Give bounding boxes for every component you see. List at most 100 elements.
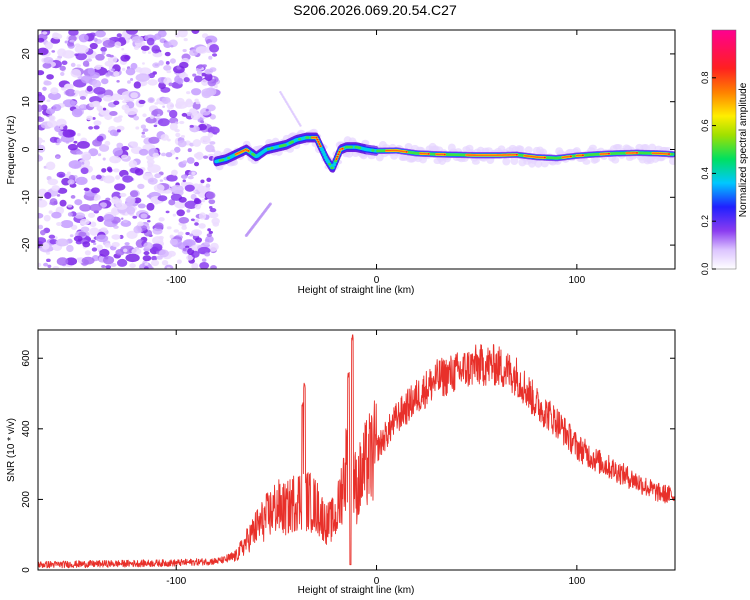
noise-blob xyxy=(81,161,85,165)
noise-blob xyxy=(110,262,117,267)
spectrogram-ridge-layer xyxy=(212,90,675,238)
ridge-core-red xyxy=(607,152,611,155)
noise-blob xyxy=(137,183,145,189)
noise-blob xyxy=(73,90,81,94)
noise-blob xyxy=(74,43,81,47)
noise-blob xyxy=(131,35,144,44)
noise-blob xyxy=(167,138,171,142)
noise-blob xyxy=(169,238,178,246)
noise-blob xyxy=(212,222,220,227)
noise-blob xyxy=(134,168,144,176)
noise-blob xyxy=(197,64,203,70)
noise-blob xyxy=(151,243,163,252)
noise-blob xyxy=(143,251,150,256)
noise-blob xyxy=(111,234,121,240)
ridge-core-red xyxy=(515,153,518,156)
noise-blob xyxy=(206,233,212,238)
noise-blob xyxy=(42,62,52,69)
noise-blob xyxy=(186,111,193,117)
noise-blob xyxy=(130,78,134,81)
noise-blob xyxy=(95,53,105,61)
noise-blob xyxy=(200,179,205,184)
noise-blob xyxy=(131,248,142,255)
noise-blob xyxy=(67,212,73,217)
noise-blob xyxy=(43,262,49,267)
noise-blob xyxy=(169,109,178,119)
ridge-core-green xyxy=(328,162,332,166)
noise-blob xyxy=(168,82,173,87)
noise-blob xyxy=(92,79,102,89)
noise-blob xyxy=(101,265,106,268)
noise-blob xyxy=(148,136,160,144)
noise-blob xyxy=(189,49,199,57)
colorbar-ticks: 0.0 0.2 0.4 0.6 0.8 xyxy=(700,72,716,275)
noise-blob xyxy=(122,100,127,104)
noise-blob xyxy=(205,191,216,200)
noise-blob xyxy=(133,81,142,89)
noise-blob xyxy=(189,108,197,113)
noise-blob xyxy=(176,209,185,217)
noise-blob xyxy=(112,168,120,173)
noise-blob xyxy=(169,234,174,239)
noise-blob xyxy=(92,100,101,107)
ridge-core-green xyxy=(218,159,222,162)
noise-blob xyxy=(101,78,109,85)
noise-blob xyxy=(76,64,81,67)
noise-blob xyxy=(184,184,195,192)
noise-blob xyxy=(88,212,95,218)
noise-blob xyxy=(114,41,122,48)
noise-blob xyxy=(185,232,190,236)
ridge-core-green xyxy=(290,140,294,144)
noise-blob xyxy=(88,126,94,130)
noise-blob xyxy=(102,94,114,102)
x-tick-label: 0 xyxy=(374,576,380,587)
noise-blob xyxy=(193,75,203,83)
noise-blob xyxy=(46,119,58,128)
ridge-core-green xyxy=(306,136,310,139)
noise-blob xyxy=(129,190,139,198)
ridge-core-green xyxy=(283,143,287,147)
noise-blob xyxy=(38,47,49,56)
noise-blob xyxy=(146,202,155,211)
noise-blob xyxy=(180,174,188,179)
ridge-core-red xyxy=(319,145,322,148)
noise-blob xyxy=(42,86,47,91)
noise-blob xyxy=(133,197,142,204)
noise-blob xyxy=(84,250,91,256)
noise-blob xyxy=(116,80,120,83)
ridge-halo xyxy=(502,157,511,166)
noise-blob xyxy=(208,230,213,234)
noise-blob xyxy=(213,84,218,89)
noise-blob xyxy=(45,108,56,115)
noise-blob xyxy=(90,239,96,243)
noise-blob xyxy=(113,116,123,123)
x-tick-label: -100 xyxy=(166,275,186,286)
noise-blob xyxy=(161,260,169,266)
ridge-inner xyxy=(332,163,337,167)
noise-blob xyxy=(141,131,146,135)
noise-blob xyxy=(182,247,187,252)
ridge-core-red xyxy=(318,143,321,145)
ridge-halo xyxy=(484,147,493,153)
noise-blob xyxy=(201,258,207,262)
noise-blob xyxy=(196,69,203,75)
noise-blob xyxy=(90,175,97,181)
noise-blob xyxy=(177,231,184,236)
ridge-core-red xyxy=(635,151,639,154)
noise-blob xyxy=(70,224,78,230)
noise-blob xyxy=(162,105,165,108)
noise-blob xyxy=(82,60,90,67)
noise-blob xyxy=(56,171,66,178)
noise-blob xyxy=(166,266,171,269)
noise-blob xyxy=(60,219,74,229)
noise-blob xyxy=(208,212,219,219)
ridge-core-red xyxy=(581,154,585,157)
noise-blob xyxy=(177,30,188,38)
noise-blob xyxy=(191,30,200,34)
noise-blob xyxy=(97,153,102,157)
noise-blob xyxy=(61,177,71,186)
noise-blob xyxy=(64,40,69,44)
noise-blob xyxy=(142,113,147,118)
snr-y-ticks: 0 200 400 600 xyxy=(21,349,675,573)
noise-blob xyxy=(163,64,172,71)
